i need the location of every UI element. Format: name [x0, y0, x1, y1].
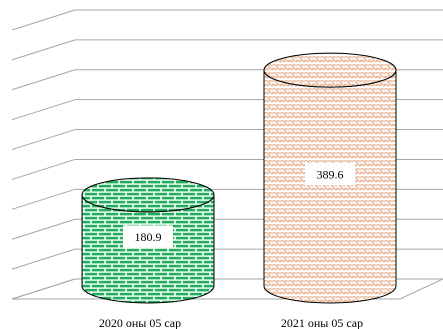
bars	[81, 52, 397, 304]
data-label-1: 180.9	[123, 225, 173, 248]
bar-1	[81, 177, 215, 304]
gridline	[11, 39, 443, 61]
category-label-1: 2020 оны 05 сар	[99, 316, 181, 329]
data-label-2: 389.6	[305, 163, 355, 186]
gridline	[11, 9, 443, 31]
labels: 180.9 2020 оны 05 сар 389.6 2021 оны 05 сар	[99, 163, 363, 329]
chart-floor	[11, 278, 443, 300]
svg-text:389.6: 389.6	[317, 168, 344, 182]
svg-text:180.9: 180.9	[135, 230, 162, 244]
category-label-2: 2021 оны 05 сар	[281, 316, 363, 329]
bar-2	[263, 52, 397, 304]
